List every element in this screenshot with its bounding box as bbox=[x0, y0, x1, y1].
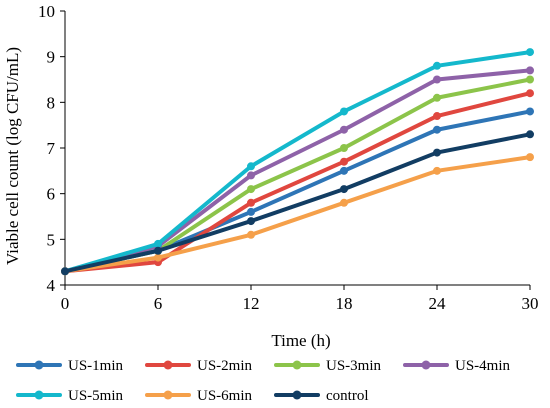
y-tick-label: 10 bbox=[38, 2, 55, 21]
legend-label: US-2min bbox=[197, 358, 253, 374]
y-tick-label: 7 bbox=[47, 139, 56, 158]
data-point bbox=[154, 253, 162, 262]
series-layer bbox=[61, 48, 534, 276]
legend-item: US-5min bbox=[16, 388, 124, 404]
data-point bbox=[154, 239, 162, 248]
legend-label: US-5min bbox=[68, 388, 124, 404]
series-US-2min bbox=[61, 89, 534, 276]
x-axis-ticks: 0 6 12 18 24 30 bbox=[61, 285, 539, 313]
data-point bbox=[247, 171, 255, 180]
legend-item: US-6min bbox=[145, 388, 253, 404]
data-point bbox=[340, 166, 348, 175]
data-point bbox=[526, 66, 534, 75]
legend-item: US-3min bbox=[274, 358, 382, 374]
x-tick-label: 12 bbox=[243, 294, 260, 313]
x-tick-label: 30 bbox=[522, 294, 539, 313]
y-tick-label: 4 bbox=[47, 276, 56, 295]
legend-swatch-marker bbox=[292, 360, 302, 370]
data-point bbox=[340, 185, 348, 194]
data-point bbox=[247, 198, 255, 207]
y-axis-title: Viable cell count (log CFU/mL) bbox=[3, 47, 22, 265]
data-point bbox=[526, 107, 534, 116]
data-point bbox=[340, 144, 348, 152]
series-line bbox=[63, 50, 532, 274]
y-tick-label: 8 bbox=[47, 93, 56, 112]
data-point bbox=[433, 148, 441, 157]
series-US-3min bbox=[61, 75, 534, 276]
series-line bbox=[63, 91, 532, 274]
legend-swatch-marker bbox=[421, 360, 431, 370]
data-point bbox=[433, 75, 441, 84]
data-point bbox=[340, 198, 348, 207]
data-point bbox=[340, 107, 348, 116]
legend-label: US-4min bbox=[455, 358, 511, 374]
x-tick-label: 6 bbox=[154, 294, 163, 313]
data-point bbox=[526, 75, 534, 84]
x-tick-label: 18 bbox=[336, 294, 353, 313]
data-point bbox=[433, 61, 441, 70]
y-tick-label: 6 bbox=[47, 185, 56, 204]
y-tick-label: 9 bbox=[47, 48, 56, 67]
legend-item: US-4min bbox=[403, 358, 511, 374]
data-point bbox=[61, 267, 69, 276]
data-point bbox=[526, 130, 534, 139]
data-point bbox=[247, 185, 255, 194]
data-point bbox=[247, 230, 255, 239]
legend: US-1min US-2min US-3min US-4min US-5min US-6m… bbox=[16, 358, 511, 404]
data-point bbox=[433, 112, 441, 121]
legend-swatch-marker bbox=[163, 390, 173, 400]
series-US-4min bbox=[61, 66, 534, 276]
series-line bbox=[63, 155, 532, 274]
data-point bbox=[433, 93, 441, 102]
legend-swatch-marker bbox=[163, 360, 173, 370]
legend-item: US-2min bbox=[145, 358, 253, 374]
data-point bbox=[154, 246, 162, 255]
legend-item: control bbox=[274, 388, 369, 404]
data-point bbox=[433, 125, 441, 134]
series-control bbox=[61, 130, 534, 276]
data-point bbox=[526, 89, 534, 98]
data-point bbox=[340, 157, 348, 166]
x-tick-label: 24 bbox=[429, 294, 447, 313]
legend-swatch-marker bbox=[292, 390, 302, 400]
series-line bbox=[63, 109, 532, 274]
data-point bbox=[247, 162, 255, 171]
series-line bbox=[63, 132, 532, 274]
legend-label: control bbox=[326, 388, 369, 404]
data-point bbox=[526, 153, 534, 162]
x-axis-title: Time (h) bbox=[271, 331, 330, 350]
data-point bbox=[247, 217, 255, 226]
series-line bbox=[63, 68, 532, 274]
legend-label: US-3min bbox=[326, 358, 382, 374]
y-tick-label: 5 bbox=[47, 230, 56, 249]
data-point bbox=[340, 125, 348, 134]
legend-item: US-1min bbox=[16, 358, 124, 374]
data-point bbox=[247, 207, 255, 216]
legend-label: US-1min bbox=[68, 358, 124, 374]
legend-swatch-marker bbox=[34, 360, 44, 370]
data-point bbox=[433, 166, 441, 175]
legend-label: US-6min bbox=[197, 388, 253, 404]
legend-swatch-marker bbox=[34, 390, 44, 400]
y-axis-title-group: Viable cell count (log CFU/mL) bbox=[3, 47, 22, 265]
data-point bbox=[526, 48, 534, 57]
x-tick-label: 0 bbox=[61, 294, 70, 313]
series-US-5min bbox=[61, 48, 534, 276]
y-axis-ticks: 4 5 6 7 8 9 10 bbox=[38, 2, 65, 295]
